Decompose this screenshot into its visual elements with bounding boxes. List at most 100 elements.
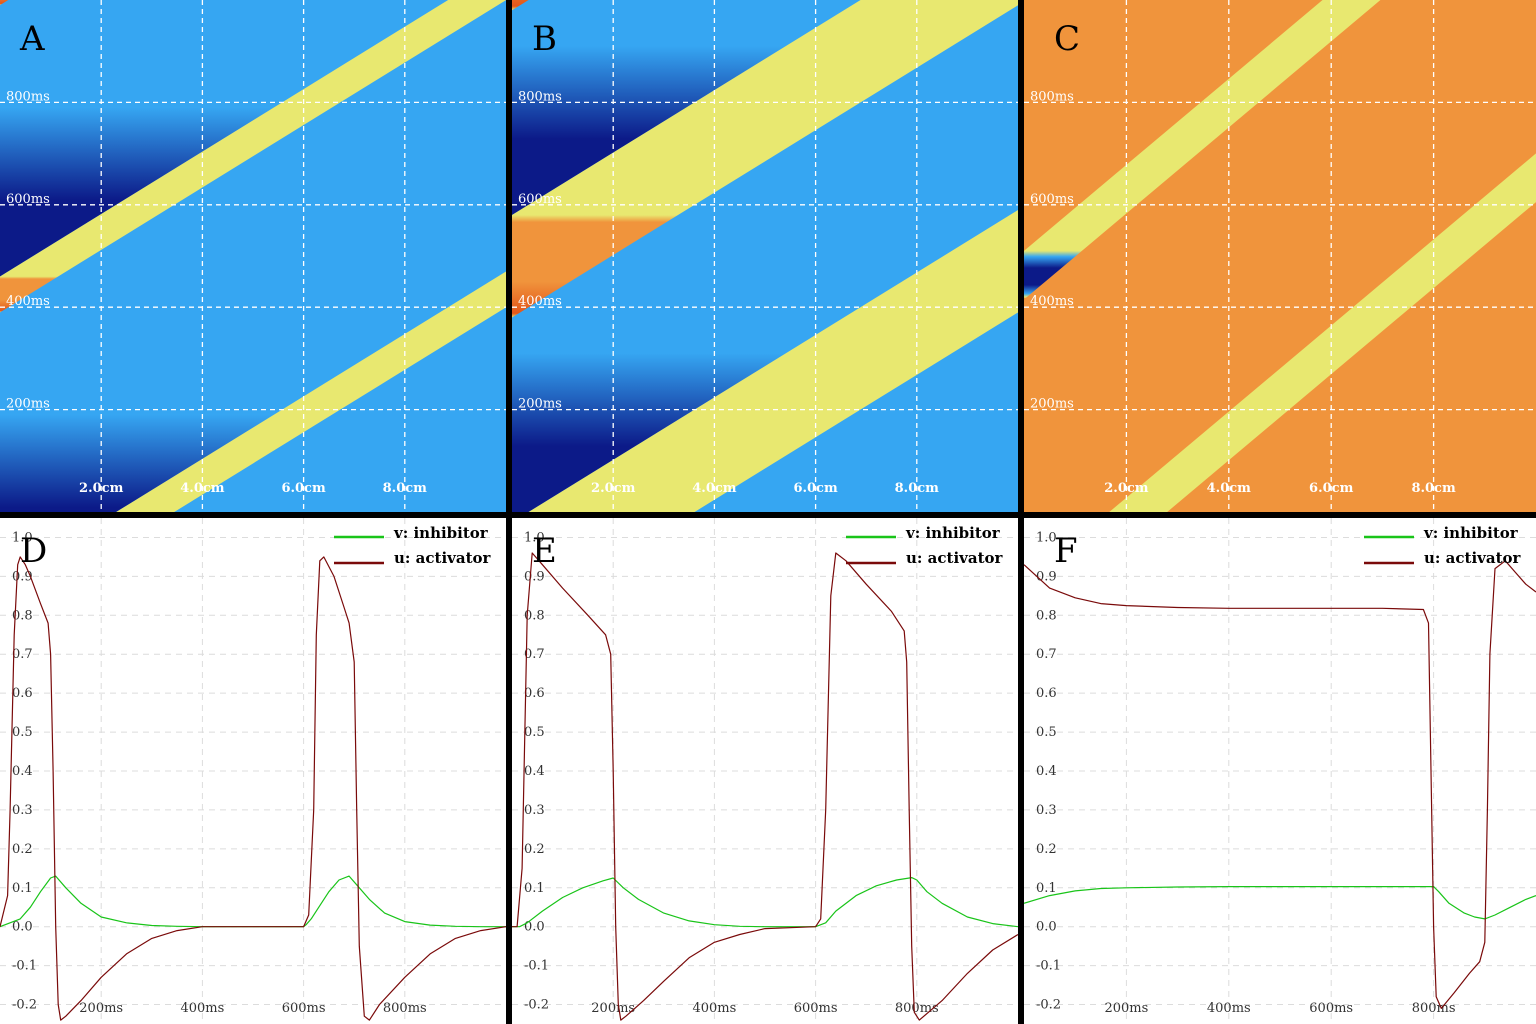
inhibitor-series-line	[512, 877, 1018, 928]
y-tick-label: 400ms	[6, 294, 50, 309]
x-tick-label: 600ms	[1309, 1001, 1353, 1016]
y-tick-label: 0.1	[524, 881, 545, 896]
wavefront-band	[116, 271, 506, 512]
y-tick-label: -0.2	[1036, 998, 1061, 1013]
x-tick-label: 200ms	[1104, 1001, 1148, 1016]
x-tick-label: 6.0cm	[1309, 481, 1354, 496]
wavefront-band	[0, 0, 506, 313]
y-tick-label: 800ms	[518, 89, 562, 104]
x-tick-label: 400ms	[692, 1001, 736, 1016]
x-tick-label: 200ms	[79, 1001, 123, 1016]
y-tick-label: 1.0	[524, 530, 545, 545]
y-tick-label: 0.6	[524, 686, 545, 701]
x-tick-label: 4.0cm	[692, 481, 737, 496]
inhibitor-series-line	[1024, 886, 1536, 920]
y-tick-label: 0.2	[12, 842, 33, 857]
y-tick-label: 0.0	[1036, 920, 1057, 935]
x-tick-label: 200ms	[591, 1001, 635, 1016]
panel-letter: F	[1054, 531, 1078, 571]
x-tick-label: 4.0cm	[180, 481, 225, 496]
y-tick-label: 0.2	[1036, 842, 1057, 857]
panel-d-line-chart: -0.2 -0.1 0.0 0.1 0.2 0.3 0.4 0.5 0.6 0.7 0.8 0.9 1.…	[0, 518, 506, 1024]
heatmap-c: 2.0cm 4.0cm 6.0cm 8.0cm 200ms 400ms 600ms 800ms…	[1024, 0, 1536, 512]
y-tick-label: 0.7	[524, 647, 545, 662]
legend-label-inhibitor: v: inhibitor	[1423, 524, 1519, 542]
y-tick-label: 0.3	[524, 803, 545, 818]
x-tick-label: 800ms	[383, 1001, 427, 1016]
y-tick-label: 0.4	[1036, 764, 1057, 779]
line-chart-f: -0.2 -0.1 0.0 0.1 0.2 0.3 0.4 0.5 0.6 0.7 0.8 0.9 1.…	[1024, 518, 1536, 1024]
y-tick-label: 0.7	[1036, 647, 1057, 662]
y-tick-label: 1.0	[1036, 530, 1057, 545]
y-tick-label: 1.0	[12, 530, 33, 545]
x-tick-label: 2.0cm	[79, 481, 124, 496]
refractory-band	[512, 41, 1018, 512]
y-tick-label: 0.5	[12, 725, 33, 740]
x-tick-label: 2.0cm	[1104, 481, 1149, 496]
y-tick-label: 600ms	[1030, 192, 1074, 207]
y-tick-label: 0.8	[524, 608, 545, 623]
y-tick-label: 200ms	[518, 397, 562, 412]
y-tick-label: 800ms	[6, 89, 50, 104]
x-tick-label: 600ms	[794, 1001, 838, 1016]
x-tick-label: 2.0cm	[591, 481, 636, 496]
legend-label-activator: u: activator	[906, 549, 1004, 567]
activator-series-line	[512, 552, 1018, 1021]
y-tick-label: 0.0	[524, 920, 545, 935]
y-tick-label: 0.9	[1036, 569, 1057, 584]
y-tick-label: -0.2	[524, 998, 549, 1013]
y-tick-label: 0.3	[12, 803, 33, 818]
panel-letter: C	[1054, 19, 1080, 59]
x-tick-label: 400ms	[180, 1001, 224, 1016]
activator-series-line	[1024, 560, 1536, 1009]
y-tick-label: 0.1	[1036, 881, 1057, 896]
y-tick-label: 0.0	[12, 920, 33, 935]
y-tick-label: -0.1	[1036, 959, 1061, 974]
y-tick-label: 0.5	[1036, 725, 1057, 740]
panel-letter: D	[20, 531, 47, 571]
panel-letter: A	[19, 19, 45, 59]
y-tick-label: 600ms	[6, 192, 50, 207]
y-tick-label: 800ms	[1030, 89, 1074, 104]
x-tick-label: 8.0cm	[895, 481, 940, 496]
y-tick-label: 0.5	[524, 725, 545, 740]
x-tick-label: 800ms	[1412, 1001, 1456, 1016]
x-tick-label: 6.0cm	[281, 481, 326, 496]
heatmap-a: 2.0cm 4.0cm 6.0cm 8.0cm 200ms 400ms 600ms 800ms…	[0, 0, 506, 512]
y-tick-label: 200ms	[6, 397, 50, 412]
panel-letter: E	[532, 531, 557, 571]
x-tick-label: 4.0cm	[1207, 481, 1252, 496]
x-tick-label: 600ms	[282, 1001, 326, 1016]
y-tick-label: 0.8	[1036, 608, 1057, 623]
y-tick-label: 0.6	[12, 686, 33, 701]
panel-a-heatmap: 2.0cm 4.0cm 6.0cm 8.0cm 200ms 400ms 600ms 800ms…	[0, 0, 506, 512]
heatmap-b: 2.0cm 4.0cm 6.0cm 8.0cm 200ms 400ms 600ms 800ms…	[512, 0, 1018, 512]
activator-series-line	[0, 556, 506, 1021]
line-chart-d: -0.2 -0.1 0.0 0.1 0.2 0.3 0.4 0.5 0.6 0.7 0.8 0.9 1.…	[0, 518, 506, 1024]
y-tick-label: -0.1	[12, 959, 37, 974]
y-tick-label: 0.9	[524, 569, 545, 584]
y-tick-label: 0.3	[1036, 803, 1057, 818]
panel-f-line-chart: -0.2 -0.1 0.0 0.1 0.2 0.3 0.4 0.5 0.6 0.7 0.8 0.9 1.…	[1024, 518, 1536, 1024]
y-tick-label: 0.2	[524, 842, 545, 857]
wavefront-band	[0, 0, 9, 6]
y-tick-label: 0.4	[524, 764, 545, 779]
y-tick-label: -0.1	[524, 959, 549, 974]
legend-label-activator: u: activator	[394, 549, 492, 567]
line-chart-e: -0.2 -0.1 0.0 0.1 0.2 0.3 0.4 0.5 0.6 0.7 0.8 0.9 1.…	[512, 518, 1018, 1024]
y-tick-label: 200ms	[1030, 397, 1074, 412]
x-tick-label: 8.0cm	[1411, 481, 1456, 496]
inhibitor-series-line	[0, 875, 506, 928]
panel-e-line-chart: -0.2 -0.1 0.0 0.1 0.2 0.3 0.4 0.5 0.6 0.7 0.8 0.9 1.…	[512, 518, 1018, 1024]
x-tick-label: 6.0cm	[793, 481, 838, 496]
y-tick-label: 400ms	[1030, 294, 1074, 309]
y-tick-label: 0.7	[12, 647, 33, 662]
y-tick-label: -0.2	[12, 998, 37, 1013]
legend-label-inhibitor: v: inhibitor	[393, 524, 489, 542]
y-tick-label: 400ms	[518, 294, 562, 309]
legend-label-activator: u: activator	[1424, 549, 1522, 567]
legend-label-inhibitor: v: inhibitor	[905, 524, 1001, 542]
refractory-band	[512, 0, 861, 216]
wavefront-band	[512, 0, 529, 11]
panel-letter: B	[532, 19, 557, 59]
